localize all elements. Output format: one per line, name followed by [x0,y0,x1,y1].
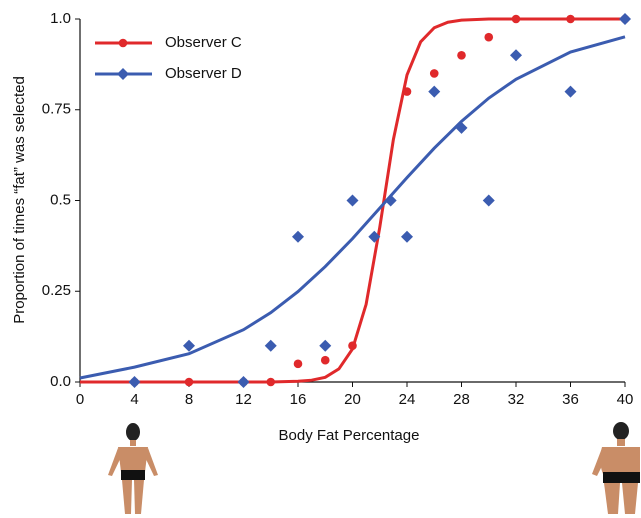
data-point [237,376,250,388]
y-tick-label: 0.0 [50,373,71,390]
y-tick-label: 0.5 [50,191,71,208]
data-point [484,32,494,42]
x-tick-label: 32 [508,391,525,408]
data-point [564,85,577,98]
y-tick-label: 1.0 [50,10,71,27]
data-point [184,377,194,387]
data-point [455,121,468,134]
x-tick-label: 36 [562,391,579,408]
x-tick-label: 40 [617,391,634,408]
figure-lean [108,423,158,514]
data-point [511,14,521,24]
data-point [264,339,277,352]
data-point [482,194,495,207]
x-tick-label: 20 [344,391,361,408]
data-point [348,341,357,351]
fit-curve [79,35,626,380]
x-tick-label: 24 [399,391,416,408]
fit-curve [80,17,625,384]
x-axis-label: Body Fat Percentage [279,427,420,444]
x-tick-label: 16 [290,391,307,408]
data-point [128,376,141,388]
legend-marker [117,68,129,80]
data-point [368,230,381,243]
legend-label: Observer D [165,65,242,82]
data-point [619,13,631,25]
x-tick-label: 28 [453,391,470,408]
figure-heavy [592,422,640,514]
y-tick-label: 0.75 [42,101,71,118]
data-point [320,355,330,365]
data-point [183,339,195,352]
data-point [457,51,466,60]
y-tick-label: 0.25 [42,282,71,299]
data-point [428,85,441,98]
legend-marker [118,38,128,48]
data-point [402,87,412,96]
legend-label: Observer C [165,34,242,51]
data-point [292,230,304,243]
x-tick-label: 8 [185,391,193,408]
data-point [429,69,439,78]
data-point [293,359,303,369]
x-tick-label: 12 [235,391,252,408]
data-point [346,194,359,207]
x-tick-label: 4 [130,391,138,408]
data-point [266,377,276,387]
data-point [384,194,397,207]
data-point [566,14,575,24]
y-axis-label: Proportion of times “fat” was selected [11,76,28,324]
x-tick-label: 0 [76,391,84,408]
data-point [319,339,332,352]
data-point [401,230,413,243]
data-point [510,49,522,62]
